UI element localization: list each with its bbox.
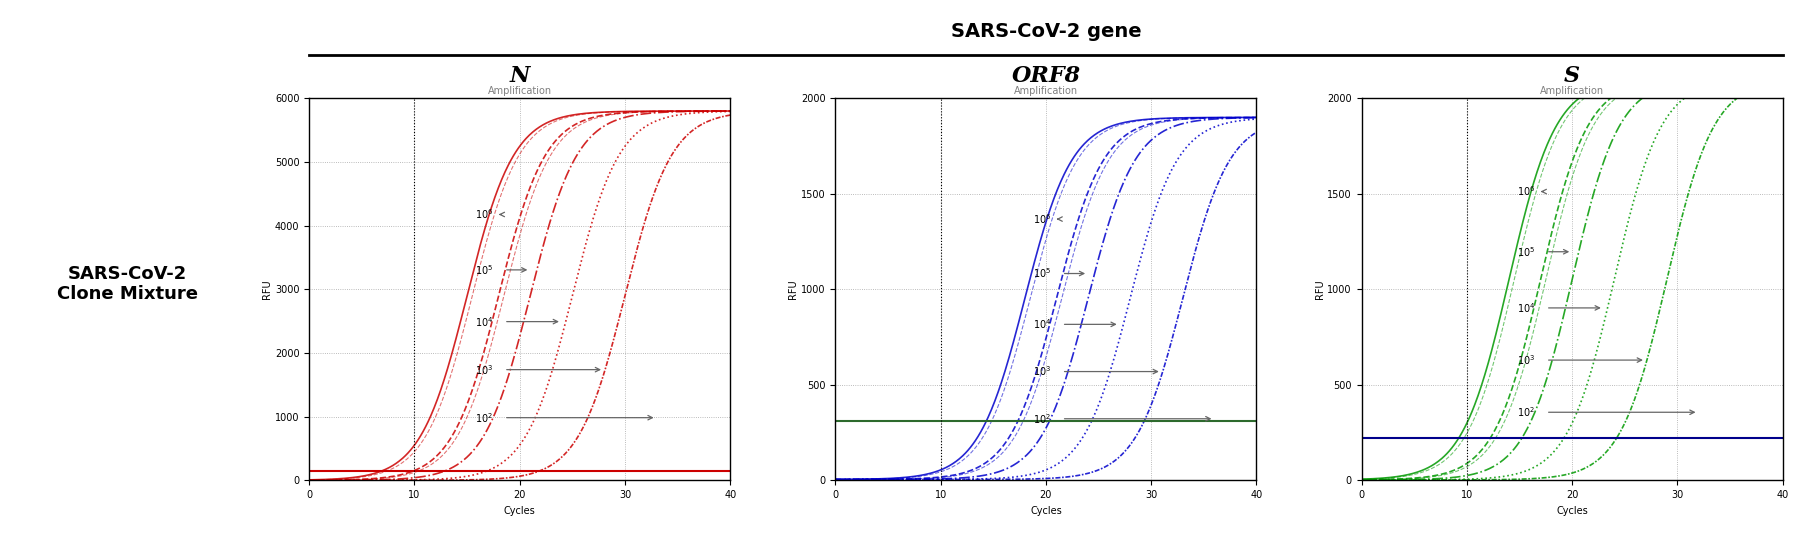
Text: $10^6$: $10^6$	[475, 207, 493, 221]
Text: $10^2$: $10^2$	[1517, 405, 1535, 419]
Text: $10^6$: $10^6$	[1033, 212, 1051, 226]
Text: $10^5$: $10^5$	[475, 263, 493, 277]
Text: SARS-CoV-2 gene: SARS-CoV-2 gene	[951, 22, 1141, 41]
X-axis label: Cycles: Cycles	[504, 506, 535, 516]
Text: SARS-CoV-2
Clone Mixture: SARS-CoV-2 Clone Mixture	[56, 264, 198, 304]
Text: $10^3$: $10^3$	[1033, 365, 1051, 378]
Text: $10^2$: $10^2$	[475, 411, 493, 425]
Text: $10^3$: $10^3$	[1517, 353, 1535, 367]
Text: N: N	[509, 66, 529, 87]
Text: $10^3$: $10^3$	[475, 363, 493, 377]
Title: Amplification: Amplification	[1541, 86, 1604, 96]
Y-axis label: RFU: RFU	[1315, 280, 1324, 299]
Y-axis label: RFU: RFU	[788, 280, 799, 299]
X-axis label: Cycles: Cycles	[1030, 506, 1062, 516]
Title: Amplification: Amplification	[487, 86, 551, 96]
Text: $10^4$: $10^4$	[1517, 301, 1535, 315]
Text: $10^4$: $10^4$	[1033, 317, 1051, 331]
X-axis label: Cycles: Cycles	[1557, 506, 1588, 516]
Text: $10^4$: $10^4$	[475, 314, 493, 329]
Text: $10^5$: $10^5$	[1033, 266, 1051, 281]
Text: $10^2$: $10^2$	[1033, 412, 1051, 426]
Text: $10^6$: $10^6$	[1517, 185, 1535, 198]
Y-axis label: RFU: RFU	[262, 280, 273, 299]
Text: $10^5$: $10^5$	[1517, 245, 1535, 259]
Text: S: S	[1564, 66, 1581, 87]
Title: Amplification: Amplification	[1013, 86, 1079, 96]
Text: ORF8: ORF8	[1011, 66, 1080, 87]
